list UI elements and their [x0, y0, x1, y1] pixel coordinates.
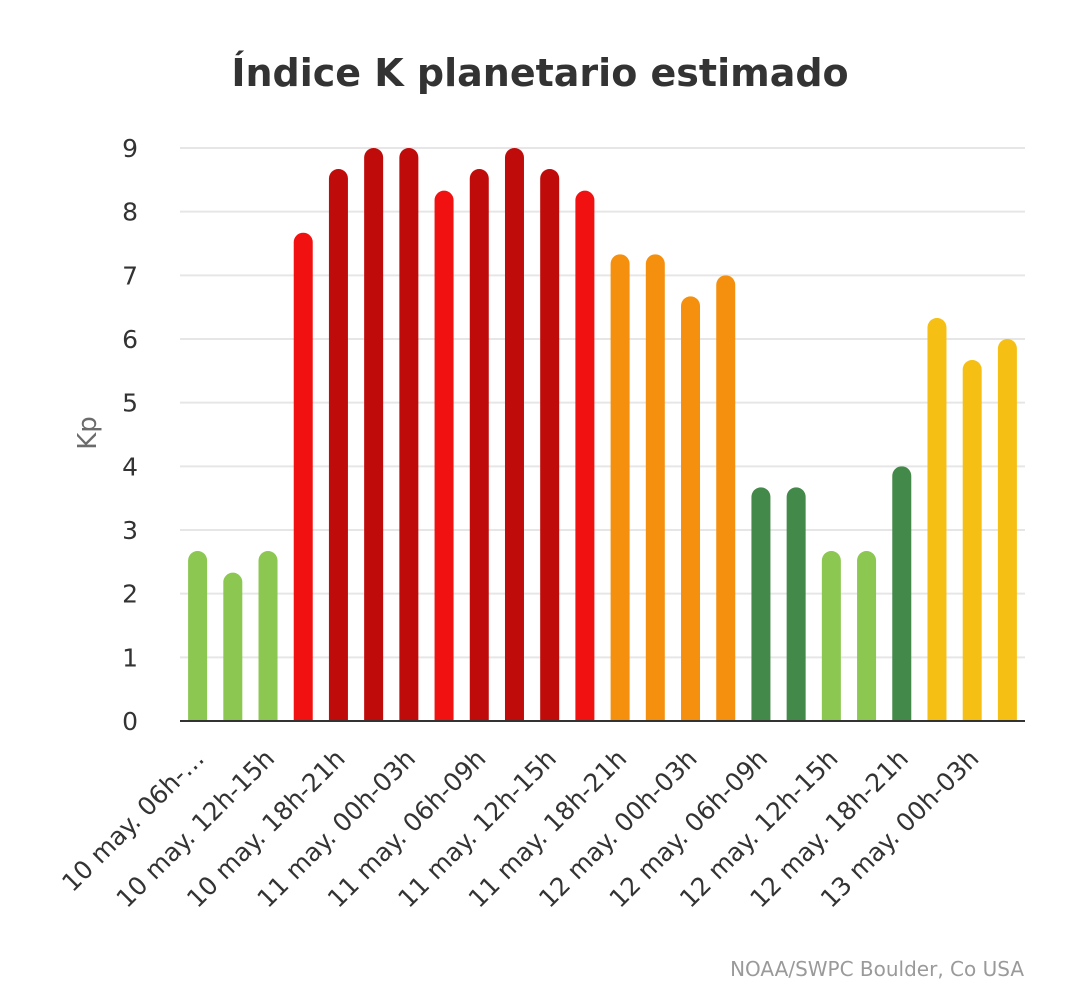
y-axis-ticks: 0 1 2 3 4 5 6 7 8 9: [122, 134, 138, 736]
bar: [188, 551, 208, 721]
bar: [258, 551, 278, 721]
bar: [751, 487, 771, 721]
bar: [857, 551, 877, 721]
bar: [399, 148, 419, 721]
y-tick-label: 7: [122, 261, 138, 290]
bar: [293, 232, 313, 721]
bar: [927, 317, 947, 721]
source-credit: NOAA/SWPC Boulder, Co USA: [730, 957, 1024, 981]
bar: [821, 551, 841, 721]
y-tick-label: 9: [122, 134, 138, 163]
bar: [610, 254, 630, 721]
y-tick-label: 3: [122, 516, 138, 545]
bar: [681, 296, 701, 721]
bar: [469, 169, 489, 721]
bar: [962, 360, 982, 721]
y-tick-label: 4: [122, 452, 138, 481]
y-tick-label: 5: [122, 389, 138, 418]
bar: [364, 148, 384, 721]
gridlines: [180, 147, 1025, 659]
chart-title: Índice K planetario estimado: [231, 51, 848, 95]
bar: [716, 275, 736, 721]
y-tick-label: 1: [122, 643, 138, 672]
bar: [786, 487, 806, 721]
bar: [328, 169, 348, 721]
bar: [223, 572, 243, 721]
y-tick-label: 2: [122, 580, 138, 609]
bar: [892, 466, 912, 721]
y-axis-label: Kp: [73, 416, 103, 450]
y-tick-label: 6: [122, 325, 138, 354]
bar: [575, 190, 595, 721]
bar: [540, 169, 560, 721]
y-tick-label: 0: [122, 707, 138, 736]
y-tick-label: 8: [122, 198, 138, 227]
bar: [645, 254, 665, 721]
bar: [997, 339, 1017, 721]
bars: [188, 147, 1017, 721]
bar: [504, 147, 524, 721]
bar: [434, 190, 454, 721]
